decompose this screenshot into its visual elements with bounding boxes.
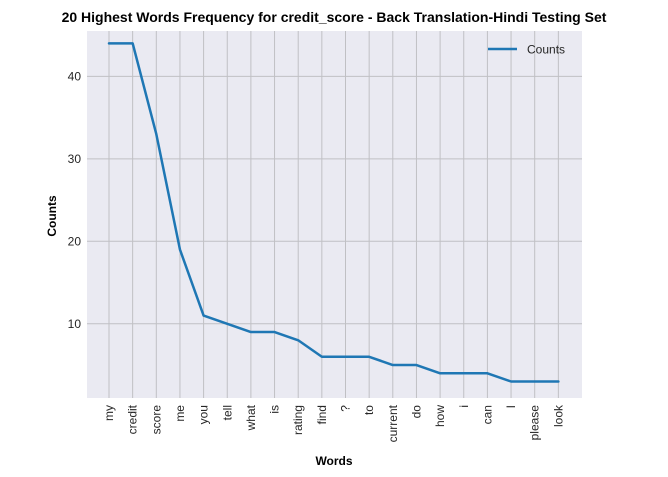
x-tick-label: do [409,405,423,419]
plot-area [87,31,582,398]
series-layer [107,42,560,383]
y-tick-label: 10 [68,317,82,331]
chart-title: 20 Highest Words Frequency for credit_sc… [62,9,607,25]
y-tick-label: 30 [68,152,82,166]
x-tick-label: tell [220,405,234,420]
y-tick-labels: 10 20 30 40 [68,69,82,330]
legend: Counts [488,43,565,57]
x-tick-label: can [480,405,494,424]
x-tick-label: is [268,405,282,414]
y-axis-label: Counts [45,195,59,237]
grid-lines [87,31,582,398]
x-tick-label: ? [339,405,353,412]
legend-label: Counts [527,43,565,57]
series-line [107,42,560,383]
x-tick-label: look [551,404,565,427]
x-tick-labels: my credit score me you tell what is rating find? t… [102,404,565,442]
x-tick-label: find [315,405,329,424]
x-tick-label: score [149,405,163,435]
x-tick-label: my [102,405,116,421]
x-tick-label: credit [126,404,140,434]
x-tick-label: please [528,405,542,441]
x-tick-label: I [504,405,518,408]
x-tick-label: me [173,405,187,422]
x-tick-label: i [457,405,471,408]
x-tick-label: current [386,404,400,442]
x-tick-label: to [362,405,376,415]
x-tick-label: you [197,405,211,424]
x-tick-label: what [244,404,258,431]
y-tick-label: 40 [68,69,82,83]
x-tick-label: how [433,405,447,427]
x-tick-label: rating [291,405,305,435]
x-axis-label: Words [315,454,352,468]
y-tick-label: 20 [68,234,82,248]
